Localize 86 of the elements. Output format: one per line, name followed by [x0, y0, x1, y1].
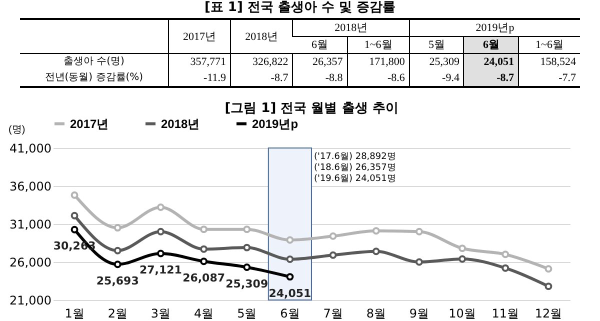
point	[286, 273, 294, 281]
point	[415, 258, 423, 266]
point	[286, 236, 294, 244]
text: 2018년	[292, 19, 410, 36]
point	[200, 245, 208, 253]
text: 1~6월	[347, 36, 410, 54]
point	[372, 227, 380, 235]
y-tick-label: 26,000	[10, 256, 52, 270]
x-tick-label: 7월	[323, 306, 343, 320]
y-axis-title: (명)	[8, 124, 26, 136]
x-tick-label: 12월	[534, 306, 562, 320]
text: 1~6월	[518, 36, 580, 54]
x-tick-label: 1월	[64, 306, 84, 320]
point	[286, 256, 294, 264]
text: 6월	[292, 36, 348, 54]
text: 2018년	[230, 19, 293, 54]
text: -7.7	[518, 70, 580, 87]
legend-label: 2017년	[70, 116, 109, 131]
point	[415, 228, 423, 236]
x-tick-label: 11월	[492, 306, 520, 320]
text: -8.7	[464, 70, 518, 87]
x-tick-label: 9월	[409, 306, 430, 320]
point	[200, 226, 208, 234]
point	[329, 251, 337, 259]
data-label: 25,309	[226, 277, 268, 290]
annotation: ('19.6월) 24,051명	[314, 174, 396, 184]
text: -8.6	[347, 70, 410, 87]
data-label: 27,121	[139, 263, 182, 276]
y-tick-label: 36,000	[10, 180, 52, 194]
point	[156, 204, 164, 212]
point	[156, 250, 164, 258]
point	[502, 250, 510, 258]
text: 2019년p	[409, 19, 580, 36]
annotation: ('18.6월) 26,357명	[314, 163, 396, 173]
text: 출생아 수(명)	[62, 55, 126, 69]
text: 326,822	[230, 54, 293, 70]
text: 전년(동월) 증감률(%)	[44, 71, 144, 85]
point	[156, 228, 164, 236]
point	[372, 248, 380, 256]
x-tick-label: 10월	[448, 306, 476, 320]
chart-title: [그림 1] 전국 월별 출생 추이	[224, 101, 398, 116]
x-tick-label: 6월	[280, 306, 300, 320]
point	[70, 191, 78, 199]
point	[458, 255, 466, 263]
text: -11.9	[168, 70, 231, 87]
point	[114, 246, 122, 254]
point	[329, 232, 337, 240]
point	[70, 212, 78, 220]
point	[544, 282, 552, 290]
y-tick-label: 21,000	[10, 294, 52, 308]
point	[114, 260, 122, 268]
point	[243, 226, 251, 234]
text: 6월	[464, 36, 518, 54]
data-label: 24,051	[268, 286, 312, 300]
text: [표 1] 전국 출생아 수 및 증감률	[203, 0, 397, 16]
y-tick-label: 41,000	[10, 142, 52, 156]
legend-label: 2019년p	[252, 116, 298, 131]
text: 24,051	[464, 54, 518, 70]
x-tick-label: 3월	[150, 306, 171, 320]
text: 171,800	[347, 54, 410, 70]
annotation: ('17.6월) 28,892명	[314, 152, 396, 162]
point	[114, 224, 122, 232]
text: 357,771	[168, 54, 231, 70]
data-label: 26,087	[182, 271, 226, 284]
x-tick-label: 8월	[366, 306, 386, 320]
text: -8.7	[230, 70, 293, 87]
text: -9.4	[409, 70, 464, 87]
y-tick-label: 31,000	[10, 218, 52, 232]
text: 158,524	[518, 54, 580, 70]
point	[502, 264, 510, 272]
x-tick-label: 5월	[237, 306, 257, 320]
text: 26,357	[292, 54, 348, 70]
text: 5월	[409, 36, 464, 54]
point	[70, 226, 78, 234]
point	[200, 258, 208, 266]
text: -8.8	[292, 70, 348, 87]
text: 2017년	[168, 19, 231, 54]
point	[243, 264, 251, 271]
data-label: 25,693	[96, 274, 139, 288]
text: 25,309	[409, 54, 464, 70]
x-tick-label: 4월	[194, 306, 214, 320]
point	[544, 265, 552, 273]
point	[458, 244, 466, 252]
point	[243, 244, 251, 252]
legend-label: 2018년	[161, 116, 200, 131]
x-tick-label: 2월	[108, 306, 128, 320]
